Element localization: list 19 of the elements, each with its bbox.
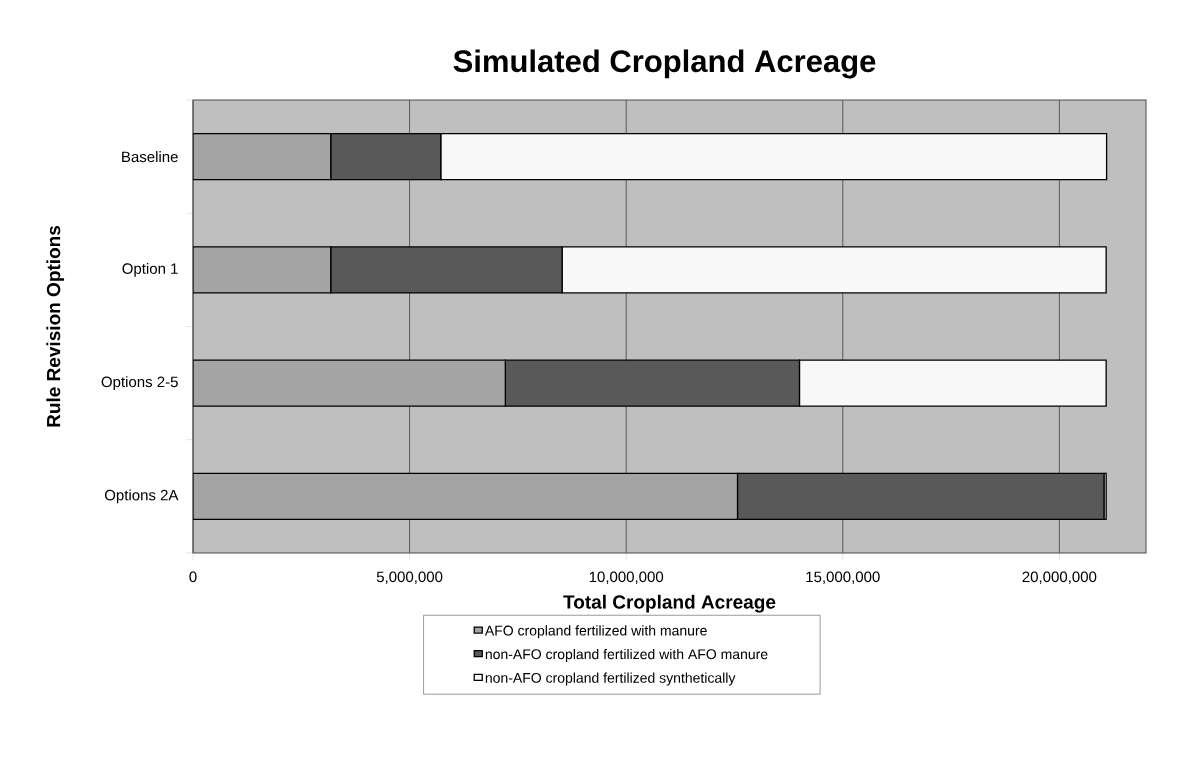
- x-tick-label: 15,000,000: [806, 571, 880, 584]
- x-tick-label: 0: [189, 571, 197, 583]
- y-tick-label: Baseline: [122, 151, 178, 163]
- x-tick-label: 10,000,000: [589, 571, 664, 584]
- y-tick-label: Options 2A: [104, 489, 179, 504]
- y-tick-label: Option 1: [122, 262, 178, 277]
- bar: [193, 132, 332, 181]
- legend-label: non-AFO cropland fertilized synthetically: [485, 672, 736, 686]
- chart-title: Simulated Cropland Acreage: [453, 49, 876, 79]
- y-tick-label: Options 2-5: [101, 376, 178, 391]
- y-axis-title: Rule Revision Options: [46, 225, 65, 427]
- bar: [193, 246, 332, 294]
- bar: [193, 472, 739, 521]
- x-axis-title: Total Cropland Acreage: [563, 594, 776, 613]
- legend-label: AFO cropland fertilized with manure: [484, 625, 707, 639]
- x-tick-label: 5,000,000: [376, 571, 443, 584]
- legend-label: non-AFO cropland fertilized with AFO manure: [485, 648, 768, 662]
- x-tick-label: 20,000,000: [1022, 571, 1097, 584]
- bar: [193, 359, 506, 407]
